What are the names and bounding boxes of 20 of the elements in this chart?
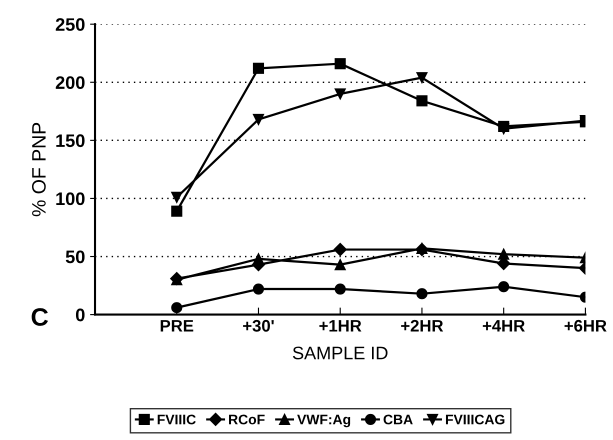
y-tick-label: 0 — [76, 308, 85, 322]
x-tick-label: PRE — [160, 320, 194, 332]
y-tick-label: 150 — [56, 134, 85, 148]
x-tick-label: +6HR — [564, 320, 607, 332]
legend-label: FVIIIC — [158, 414, 196, 424]
legend-label: RCoF — [229, 414, 265, 424]
y-axis-title: % OF PNP — [32, 122, 46, 216]
y-tick-label: 200 — [56, 76, 85, 89]
y-tick-label: 100 — [56, 192, 85, 206]
y-tick-label: 250 — [56, 18, 85, 31]
x-tick-label: +2HR — [401, 320, 444, 332]
y-tick-label: 50 — [66, 250, 85, 264]
text: C — [32, 308, 48, 326]
legend-label: CBA — [384, 414, 413, 424]
x-tick-label: +1HR — [319, 320, 362, 332]
legend-label: FVIIICAG — [446, 414, 504, 424]
legend-label: VWF:Ag — [297, 414, 350, 428]
x-tick-label: +30' — [243, 320, 274, 332]
x-axis-title: SAMPLE ID — [292, 346, 388, 360]
x-tick-label: +4HR — [482, 320, 525, 332]
